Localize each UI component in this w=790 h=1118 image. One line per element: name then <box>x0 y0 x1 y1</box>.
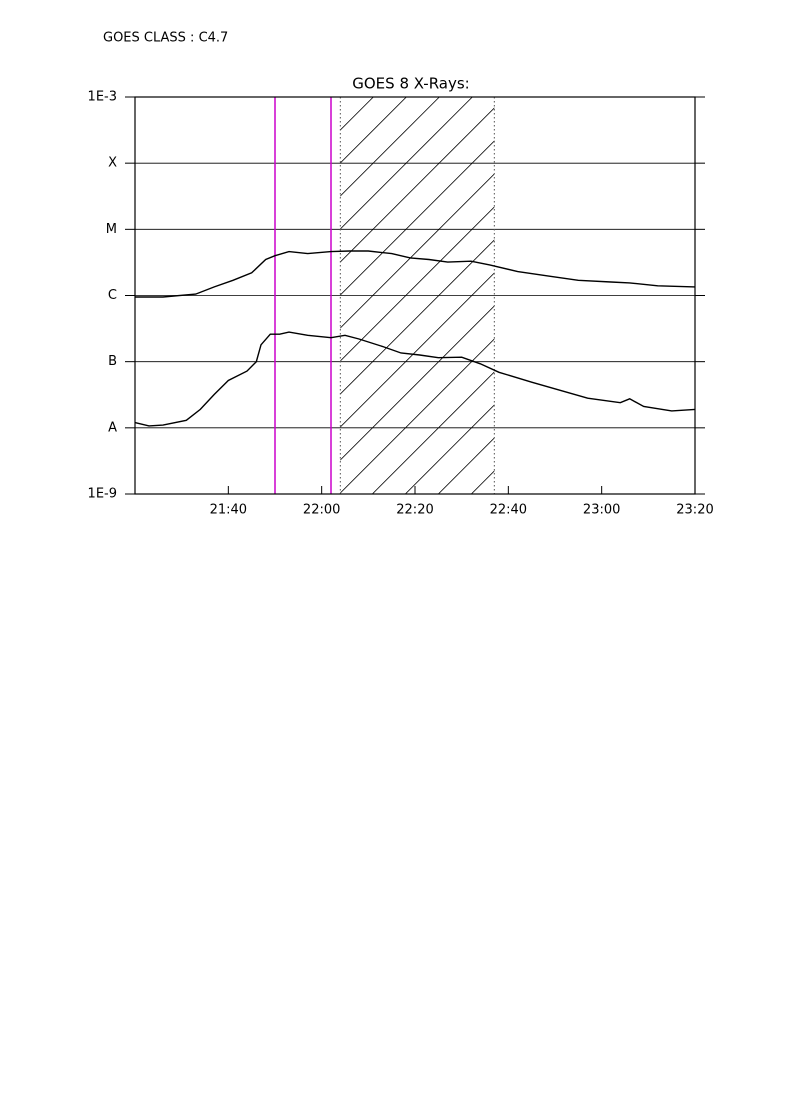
series-line <box>134 331 696 427</box>
hatch-line <box>340 206 495 362</box>
chart-title: GOES 8 X-Rays: <box>352 75 469 93</box>
hatch-line <box>340 239 495 395</box>
series-line <box>135 250 696 298</box>
hatch-line <box>340 107 495 263</box>
y-tick-label: B <box>108 354 117 369</box>
x-tick-label: 22:00 <box>303 503 340 518</box>
goes-class: GOES CLASS : C4.7 <box>103 31 228 46</box>
hatch-line <box>405 404 495 494</box>
hatch-line <box>340 338 495 494</box>
hatch-line <box>340 140 495 296</box>
hatch-line <box>340 97 473 230</box>
hatch-line <box>340 97 440 197</box>
x-tick-label: 23:00 <box>583 503 620 518</box>
hatch-line <box>702 97 790 494</box>
hatch-line <box>340 272 495 428</box>
y-tick-label: 1E-9 <box>88 487 117 502</box>
y-tick-label: C <box>108 288 117 303</box>
y-tick-label: M <box>106 222 117 237</box>
x-tick-label: 23:20 <box>676 503 713 518</box>
hatch <box>340 97 790 494</box>
hatch-line <box>340 305 495 461</box>
hatch-line <box>340 173 495 329</box>
hatch-line <box>372 371 495 494</box>
y-tick-label: X <box>108 156 117 171</box>
x-tick-label: 22:40 <box>490 503 527 518</box>
x-tick-label: 22:20 <box>396 503 433 518</box>
x-tick-label: 21:40 <box>210 503 247 518</box>
plot-frame <box>134 96 696 495</box>
hatch-line <box>768 97 790 494</box>
y-tick-label: 1E-3 <box>88 90 117 105</box>
hatch-line <box>735 97 790 494</box>
y-tick-label: A <box>108 420 117 435</box>
